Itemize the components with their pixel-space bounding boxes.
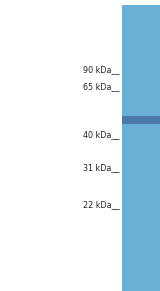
- Text: 40 kDa__: 40 kDa__: [83, 130, 120, 139]
- Bar: [122, 5, 160, 291]
- Bar: [122, 116, 160, 124]
- Text: 22 kDa__: 22 kDa__: [83, 200, 120, 210]
- Text: 90 kDa__: 90 kDa__: [83, 65, 120, 74]
- Text: 31 kDa__: 31 kDa__: [83, 164, 120, 173]
- Text: 65 kDa__: 65 kDa__: [83, 83, 120, 91]
